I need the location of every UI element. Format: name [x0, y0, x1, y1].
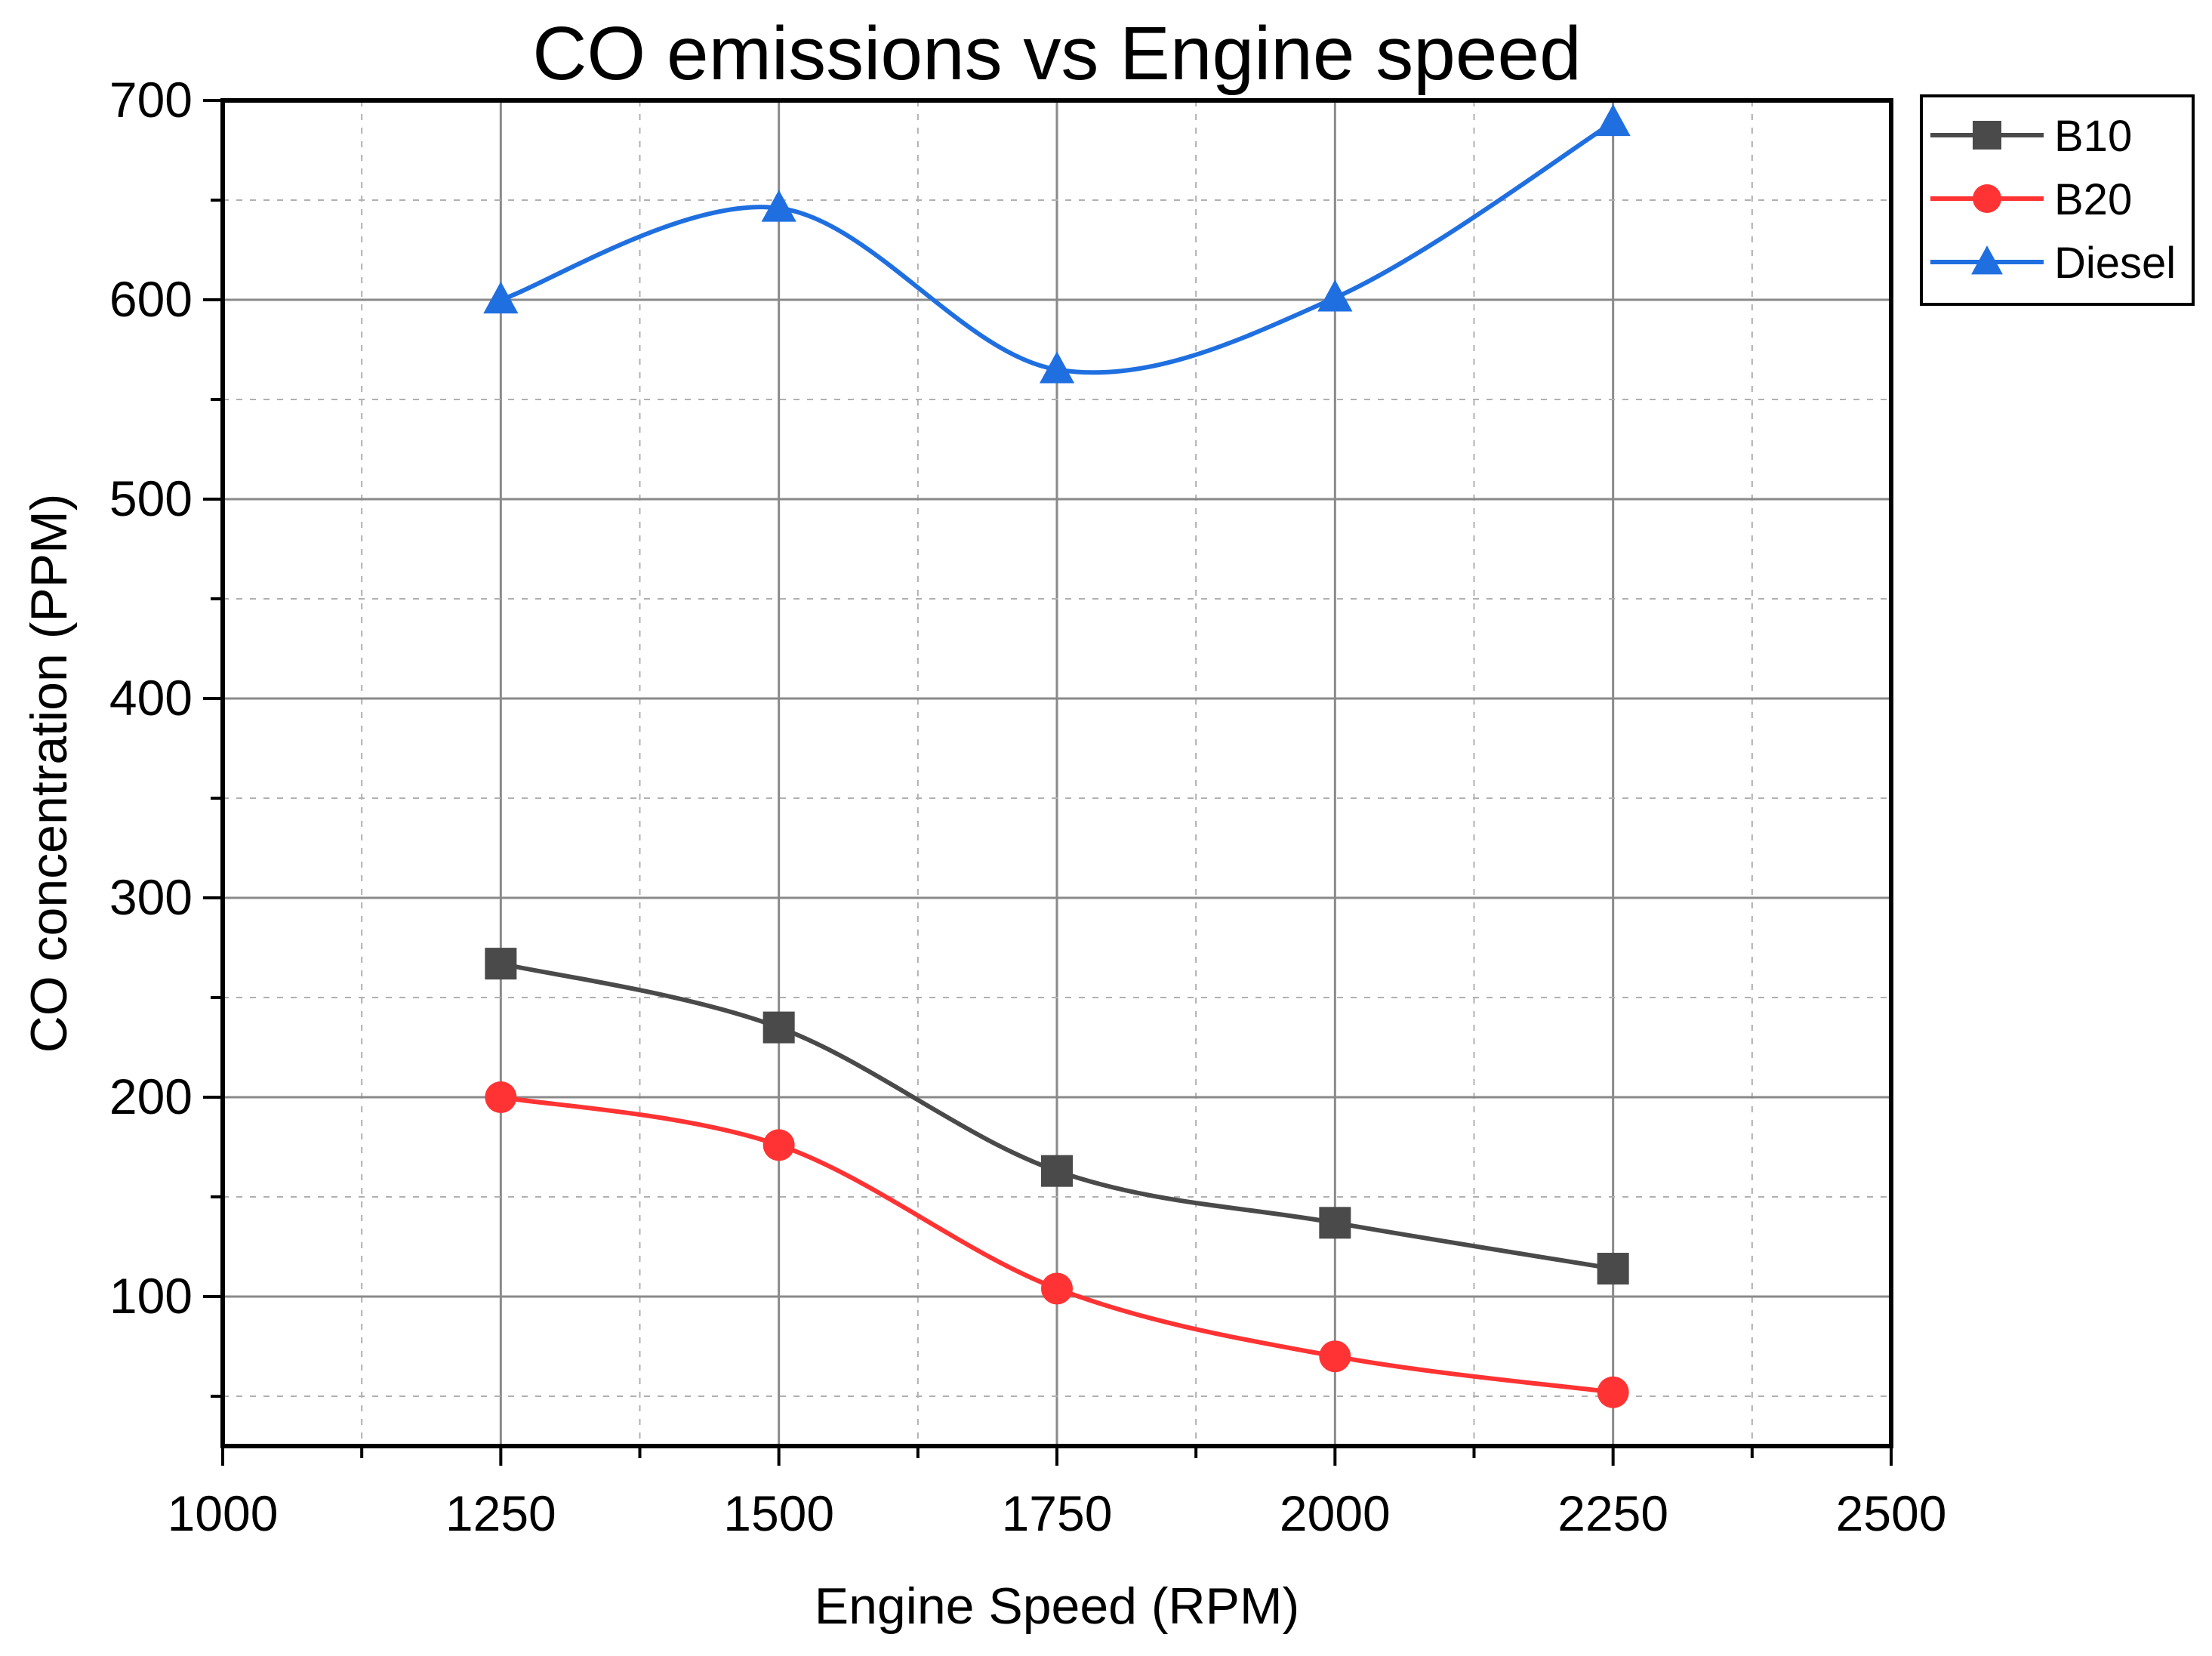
legend-label-b20: B20	[2054, 175, 2132, 224]
x-tick-label: 2500	[1836, 1485, 1947, 1541]
data-point-b10	[1041, 1155, 1073, 1187]
x-tick-label: 1000	[168, 1485, 279, 1541]
x-tick-label: 1500	[723, 1485, 834, 1541]
y-tick-label: 600	[109, 271, 193, 327]
axis-ticks: 1000 1250 1500 1750 2000 2250 2500 100 200 300 400…	[109, 72, 1947, 1541]
data-point-b20	[762, 1129, 795, 1161]
y-tick-label: 700	[109, 72, 193, 128]
legend-item-b10: B10	[1930, 112, 2132, 161]
legend-marker-b20	[1973, 184, 2001, 213]
x-tick-label: 1750	[1002, 1485, 1113, 1541]
y-tick-label: 400	[109, 670, 193, 726]
series-b10	[485, 948, 1629, 1285]
x-tick-label: 1250	[445, 1485, 556, 1541]
grid	[223, 100, 1891, 1446]
legend: B10 B20 Diesel	[1920, 94, 2195, 306]
series-b20	[485, 1081, 1629, 1408]
data-point-b10	[1597, 1253, 1629, 1285]
y-tick-label: 100	[109, 1268, 193, 1324]
data-point-b10	[762, 1011, 795, 1044]
legend-marker-b10	[1973, 121, 2001, 150]
data-point-b20	[1319, 1340, 1351, 1373]
data-point-diesel	[1039, 351, 1075, 384]
series-layer	[483, 103, 1631, 1408]
x-axis-label: Engine Speed (RPM)	[815, 1577, 1300, 1635]
chart-title: CO emissions vs Engine speed	[532, 11, 1582, 96]
data-point-diesel	[1317, 279, 1353, 312]
legend-label-diesel: Diesel	[2054, 239, 2176, 288]
legend-label-b10: B10	[2054, 112, 2132, 161]
legend-item-b20: B20	[1930, 175, 2132, 224]
x-tick-label: 2000	[1280, 1485, 1391, 1541]
legend-item-diesel: Diesel	[1930, 239, 2176, 288]
y-tick-label: 500	[109, 470, 193, 526]
data-point-b10	[1319, 1207, 1351, 1239]
data-point-b20	[485, 1081, 517, 1113]
series-diesel	[483, 103, 1631, 384]
y-tick-label: 200	[109, 1069, 193, 1124]
data-point-b20	[1041, 1272, 1073, 1305]
data-point-b20	[1597, 1376, 1629, 1408]
data-point-diesel	[1595, 103, 1631, 137]
legend-marker-diesel	[1971, 245, 2003, 275]
y-axis-label: CO concentration (PPM)	[20, 494, 78, 1053]
data-point-diesel	[483, 281, 519, 314]
data-point-diesel	[761, 190, 796, 222]
x-tick-label: 2250	[1557, 1485, 1668, 1541]
y-tick-label: 300	[109, 869, 193, 925]
data-point-b10	[485, 948, 517, 980]
